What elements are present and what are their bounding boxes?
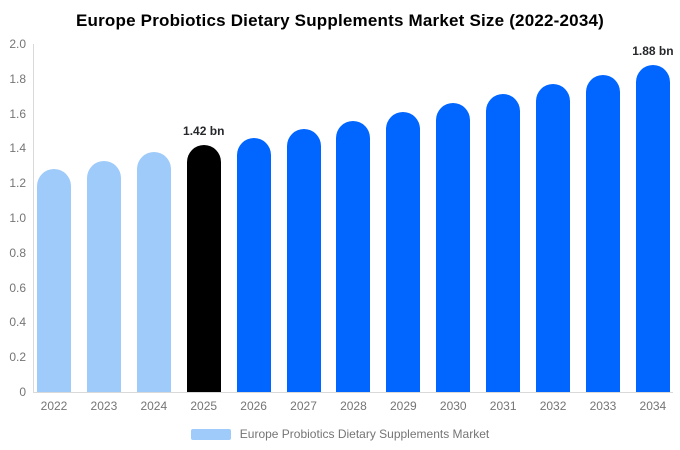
x-tick-label-2032: 2032: [539, 399, 567, 413]
bar-column-2029: 2029: [386, 44, 421, 413]
x-tick-label-2025: 2025: [190, 399, 218, 413]
x-tick-label-2027: 2027: [290, 399, 317, 413]
bar-2022[interactable]: [37, 169, 71, 392]
x-tick-label-2033: 2033: [589, 399, 617, 413]
y-tick-label: 0: [19, 385, 26, 399]
bar-2026[interactable]: [236, 137, 271, 392]
bar-column-2030: 2030: [436, 44, 471, 413]
bar-column-2024: 2024: [136, 44, 171, 413]
x-tick-label-2022: 2022: [40, 399, 68, 413]
bar-2023[interactable]: [86, 160, 121, 392]
x-tick-label-2026: 2026: [240, 399, 267, 413]
bar-column-2031: 2031: [486, 44, 521, 413]
x-tick-label-2024: 2024: [140, 399, 168, 413]
y-tick-label: 1.2: [9, 176, 26, 191]
bar-column-2034: 1.88 bn 2034: [632, 44, 673, 413]
x-tick-label-2030: 2030: [439, 399, 467, 413]
bar-column-2033: 2033: [585, 44, 620, 413]
bar-2032[interactable]: [536, 84, 571, 392]
legend-swatch-icon: [190, 428, 231, 440]
bar-column-2025: 1.42 bn 2025: [183, 44, 224, 413]
legend-label: Europe Probiotics Dietary Supplements Ma…: [239, 427, 490, 441]
y-tick-label: 2.0: [9, 37, 26, 51]
x-tick-label-2023: 2023: [90, 399, 118, 413]
y-tick-label: 0.2: [9, 350, 26, 365]
bar-2029[interactable]: [386, 111, 421, 392]
y-tick-label: 0.4: [9, 315, 26, 330]
x-tick-label-2031: 2031: [489, 399, 517, 413]
y-tick-label: 1.8: [9, 71, 26, 86]
legend[interactable]: Europe Probiotics Dietary Supplements Ma…: [0, 427, 680, 441]
y-tick-label: 0.8: [9, 245, 26, 260]
bars-group: 2022 2023 2024 1.42 bn 2025 2026 2027 2028 2029 2…: [34, 44, 674, 413]
bar-2031[interactable]: [486, 94, 521, 392]
bar-column-2026: 2026: [236, 44, 271, 413]
bar-2033[interactable]: [585, 75, 620, 392]
bar-column-2028: 2028: [336, 44, 371, 413]
bar-column-2032: 2032: [536, 44, 571, 413]
y-tick-label: 0.6: [9, 280, 26, 295]
x-tick-label-2034: 2034: [639, 399, 667, 413]
bar-2027[interactable]: [286, 129, 321, 392]
y-tick-label: 1.0: [9, 211, 26, 225]
chart-title: Europe Probiotics Dietary Supplements Ma…: [75, 11, 605, 30]
y-tick-label: 1.6: [9, 106, 26, 121]
x-tick-label-2028: 2028: [340, 399, 367, 413]
bar-2034[interactable]: [635, 65, 670, 392]
bar-2024[interactable]: [136, 151, 171, 392]
bar-value-label-2034: 1.88 bn: [632, 44, 674, 58]
bar-2030[interactable]: [436, 103, 471, 392]
bar-column-2027: 2027: [286, 44, 321, 413]
bar-column-2023: 2023: [86, 44, 121, 413]
bar-value-label-2025: 1.42 bn: [183, 123, 225, 138]
bar-2025[interactable]: [186, 144, 221, 392]
plot-area: 2022 2023 2024 1.42 bn 2025 2026 2027 2028 2029 2…: [33, 44, 674, 413]
y-tick-label: 1.4: [9, 141, 26, 156]
bar-2028[interactable]: [336, 120, 371, 392]
y-axis: 0 0.2 0.4 0.6 0.8 1.0 1.2 1.4 1.6 1.8 2.0: [0, 37, 26, 399]
bar-column-2022: 2022: [37, 44, 71, 413]
x-tick-label-2029: 2029: [389, 399, 417, 413]
